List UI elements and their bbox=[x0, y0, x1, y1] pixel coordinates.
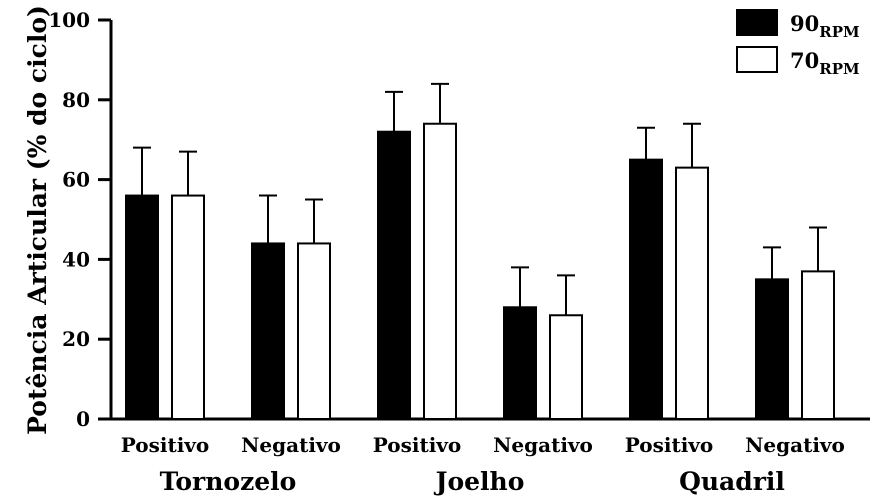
bar bbox=[755, 278, 789, 420]
bar bbox=[251, 242, 285, 420]
bar bbox=[629, 158, 663, 420]
y-tick-label: 20 bbox=[62, 327, 90, 351]
legend-label: 90RPM bbox=[790, 11, 860, 41]
y-tick-label: 100 bbox=[48, 8, 90, 32]
y-tick-label: 0 bbox=[76, 407, 90, 431]
group-label: Quadril bbox=[679, 467, 785, 496]
legend-swatch bbox=[736, 46, 778, 73]
bar bbox=[801, 270, 835, 420]
category-label: Negativo bbox=[241, 433, 341, 457]
bar bbox=[125, 194, 159, 420]
y-tick-label: 40 bbox=[62, 247, 90, 271]
legend-swatch bbox=[736, 9, 778, 36]
bar bbox=[675, 166, 709, 420]
bar bbox=[423, 122, 457, 421]
bar bbox=[503, 306, 537, 420]
legend-label: 70RPM bbox=[790, 48, 860, 78]
category-label: Positivo bbox=[121, 433, 210, 457]
bar bbox=[549, 314, 583, 421]
bar bbox=[377, 130, 411, 420]
group-label: Joelho bbox=[434, 467, 525, 496]
y-tick-label: 80 bbox=[62, 88, 90, 112]
bars: Positivo Negativo Tornozelo Positivo Negativ… bbox=[121, 82, 845, 496]
bar bbox=[171, 194, 205, 420]
legend: 90RPM 70RPM bbox=[736, 9, 860, 78]
category-label: Negativo bbox=[745, 433, 845, 457]
bar bbox=[297, 242, 331, 420]
group-label: Tornozelo bbox=[160, 467, 297, 496]
category-label: Positivo bbox=[625, 433, 714, 457]
y-tick-label: 60 bbox=[62, 168, 90, 192]
y-axis-label: Potência Articular (% do ciclo) bbox=[23, 5, 52, 435]
axes: 0 20 40 60 80 100 bbox=[48, 8, 870, 431]
category-label: Negativo bbox=[493, 433, 593, 457]
category-label: Positivo bbox=[373, 433, 462, 457]
